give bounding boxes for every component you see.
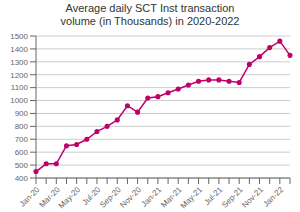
svg-text:1400: 1400 xyxy=(10,45,28,54)
svg-text:800: 800 xyxy=(15,122,29,131)
svg-text:May-21: May-21 xyxy=(179,185,205,211)
svg-text:Jan-21: Jan-21 xyxy=(139,185,164,209)
svg-text:Mar-21: Mar-21 xyxy=(159,185,184,210)
html-text:volume (in Thousands) in 2020-: volume (in Thousands) in 2020-2022 xyxy=(60,15,240,27)
svg-text:Nov-20: Nov-20 xyxy=(118,185,143,210)
svg-text:Jan-20: Jan-20 xyxy=(17,185,42,209)
svg-text:Mar-20: Mar-20 xyxy=(37,185,62,210)
svg-text:1500: 1500 xyxy=(10,32,28,41)
svg-text:Sep-21: Sep-21 xyxy=(220,185,245,210)
svg-text:Jul-20: Jul-20 xyxy=(80,185,103,207)
svg-text:900: 900 xyxy=(15,109,29,118)
svg-text:1000: 1000 xyxy=(10,96,28,105)
html-text:Average daily SCT Inst transac: Average daily SCT Inst transaction xyxy=(65,2,235,14)
svg-text:May-20: May-20 xyxy=(57,185,83,211)
svg-text:500: 500 xyxy=(15,161,29,170)
svg-text:1300: 1300 xyxy=(10,58,28,67)
svg-text:Jan-22: Jan-22 xyxy=(262,185,286,209)
svg-text:400: 400 xyxy=(15,174,29,183)
svg-text:Nov-21: Nov-21 xyxy=(240,185,265,210)
svg-text:1200: 1200 xyxy=(10,71,28,80)
svg-text:Jul-21: Jul-21 xyxy=(202,185,225,207)
svg-text:1100: 1100 xyxy=(11,83,29,92)
svg-text:600: 600 xyxy=(15,148,29,157)
svg-text:Sep-20: Sep-20 xyxy=(98,185,123,210)
svg-text:700: 700 xyxy=(15,135,29,144)
